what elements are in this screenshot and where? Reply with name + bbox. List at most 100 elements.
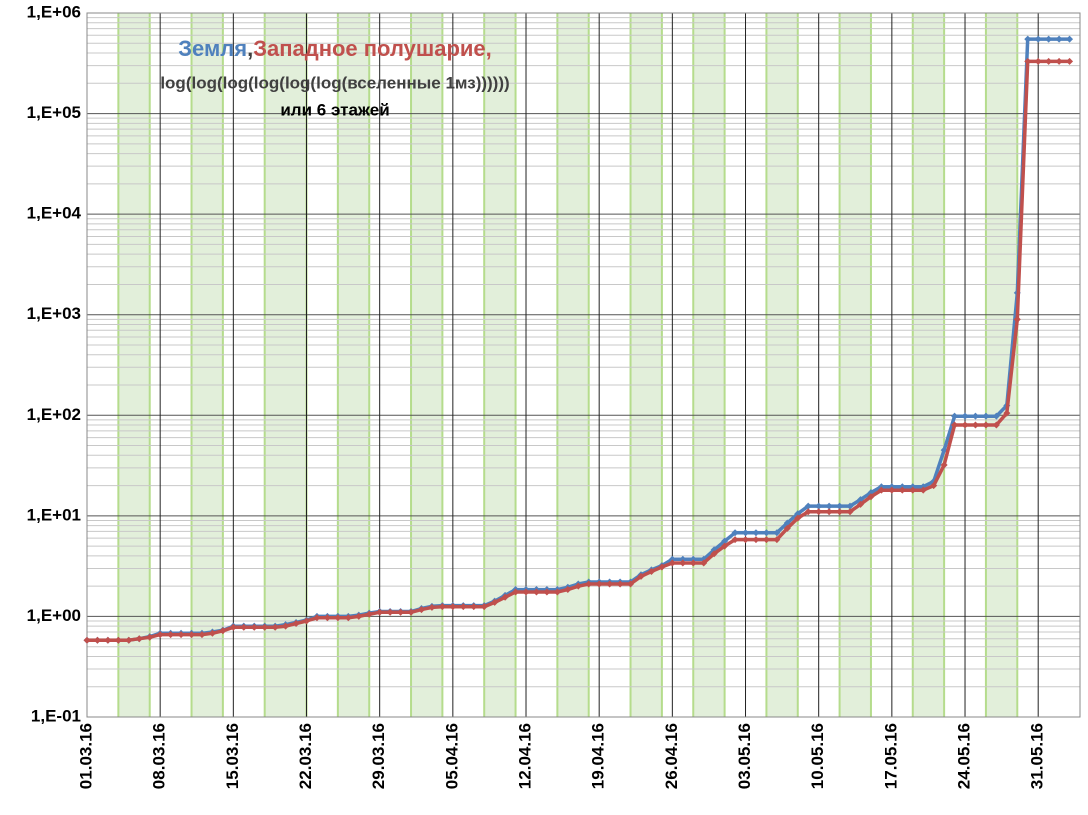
y-tick-label: 1,E+04 <box>27 204 82 223</box>
x-tick-label: 12.04.16 <box>515 723 534 789</box>
legend: Земля,Западное полушарие, <box>178 36 492 61</box>
series-marker <box>731 536 739 544</box>
series-marker <box>982 412 990 420</box>
series-marker <box>856 500 864 508</box>
x-tick-label: 08.03.16 <box>150 723 169 789</box>
series-marker <box>397 608 405 616</box>
series-marker <box>731 529 739 537</box>
series-marker <box>658 563 666 571</box>
y-tick-label: 1,E+00 <box>27 606 81 625</box>
series-marker <box>376 608 384 616</box>
series-marker <box>574 582 582 590</box>
y-tick-label: 1,E+01 <box>27 505 81 524</box>
series-marker <box>961 421 969 429</box>
series-marker <box>438 603 446 611</box>
series-marker <box>459 603 467 611</box>
series-marker <box>365 610 373 618</box>
subtitle: log(log(log(log(log(log(вселенные 1мз)))… <box>160 73 509 92</box>
annotation: или 6 этажей <box>280 100 389 119</box>
series-marker <box>689 555 697 563</box>
series-marker <box>334 614 342 622</box>
series-marker <box>240 623 248 631</box>
series-marker <box>679 559 687 567</box>
x-tick-label: 17.05.16 <box>881 723 900 789</box>
series-marker <box>1013 315 1021 323</box>
highlight-band <box>191 13 223 717</box>
x-tick-label: 05.04.16 <box>442 723 461 789</box>
series-marker <box>846 508 854 516</box>
series-marker <box>804 508 812 516</box>
series-marker <box>804 502 812 510</box>
series-marker <box>449 603 457 611</box>
series-marker <box>1003 409 1011 417</box>
series-marker <box>167 631 175 639</box>
series-marker <box>783 524 791 532</box>
series-marker <box>930 482 938 490</box>
series-marker <box>564 586 572 594</box>
series-marker <box>909 486 917 494</box>
series-marker <box>940 461 948 469</box>
x-tick-label: 31.05.16 <box>1028 723 1047 789</box>
highlight-band <box>411 13 443 717</box>
series-marker <box>1034 57 1042 65</box>
series-marker <box>877 486 885 494</box>
series-marker <box>888 486 896 494</box>
series-marker <box>1024 57 1032 65</box>
series-marker <box>229 623 237 631</box>
x-tick-label: 10.05.16 <box>808 723 827 789</box>
highlight-band <box>118 13 150 717</box>
series-marker <box>543 588 551 596</box>
series-marker <box>1066 35 1074 43</box>
series-marker <box>282 622 290 630</box>
series-marker <box>742 536 750 544</box>
series-marker <box>971 421 979 429</box>
series-marker <box>355 612 363 620</box>
series-marker <box>1055 35 1063 43</box>
grid <box>86 12 1081 718</box>
series-marker <box>742 529 750 537</box>
series-marker <box>762 529 770 537</box>
series-marker <box>344 614 352 622</box>
series-marker <box>1045 57 1053 65</box>
series-marker <box>470 603 478 611</box>
highlight-band <box>264 13 307 717</box>
series-marker <box>104 636 112 644</box>
y-tick-label: 1,E-01 <box>31 706 81 725</box>
series-marker <box>1024 35 1032 43</box>
series-marker <box>208 629 216 637</box>
series-marker <box>951 421 959 429</box>
series-marker <box>156 631 164 639</box>
series-marker <box>689 559 697 567</box>
x-tick-label: 19.04.16 <box>589 723 608 789</box>
series-marker <box>721 542 729 550</box>
series-marker <box>428 603 436 611</box>
series-marker <box>982 421 990 429</box>
y-tick-label: 1,E+05 <box>27 103 81 122</box>
x-tick-label: 24.05.16 <box>955 723 974 789</box>
series-marker <box>125 636 133 644</box>
series-marker <box>250 623 258 631</box>
series-marker <box>135 635 143 643</box>
series-marker <box>867 493 875 501</box>
legend-line: Земля,Западное полушарие, <box>178 36 492 61</box>
series-marker <box>647 567 655 575</box>
series-marker <box>1045 35 1053 43</box>
series-marker <box>815 508 823 516</box>
x-tick-label: 01.03.16 <box>76 723 95 789</box>
y-tick-label: 1,E+06 <box>27 2 81 21</box>
series-marker <box>898 486 906 494</box>
series-marker <box>794 514 802 522</box>
series-marker <box>992 412 1000 420</box>
highlight-band <box>839 13 871 717</box>
series-marker <box>951 412 959 420</box>
legend-separator: , <box>247 36 253 61</box>
series-marker <box>93 636 101 644</box>
series-marker <box>501 593 509 601</box>
series-marker <box>271 623 279 631</box>
series-marker <box>992 421 1000 429</box>
series-marker <box>407 608 415 616</box>
series-marker <box>700 559 708 567</box>
series-marker <box>480 603 488 611</box>
series-marker <box>219 627 227 635</box>
